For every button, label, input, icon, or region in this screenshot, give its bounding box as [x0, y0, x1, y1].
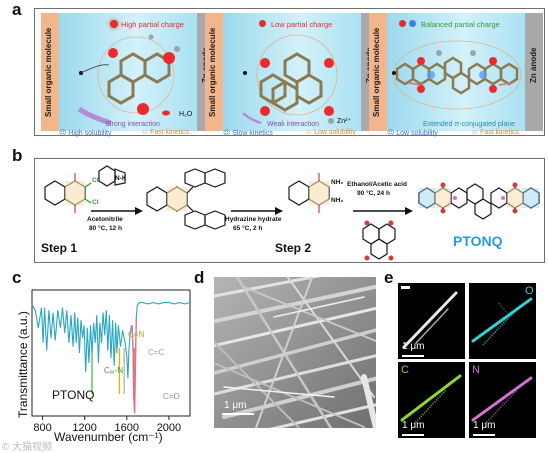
carbon-map-icon	[400, 374, 462, 425]
condition-3-solvent: Ethanol/Acetic acid	[347, 181, 407, 188]
annotation-cn: C=N	[128, 330, 145, 339]
cell-title: High partial charge	[121, 20, 184, 29]
property-label-3b: ☺ Fast kinetics	[471, 129, 520, 136]
step-1-label: Step 1	[41, 241, 78, 255]
sad-face-icon: ☹	[387, 130, 395, 137]
organic-molecule-layer	[369, 13, 387, 131]
product-label: PTONQ	[453, 233, 503, 249]
panel-a-cell-1: Small organic molecule Zn anode High par…	[41, 13, 215, 131]
ftir-chart: 800 1200 1600 2000	[31, 289, 191, 434]
eds-map-carbon: C 1 μm	[398, 362, 465, 438]
map-scale-bar	[402, 434, 424, 436]
chloro-label-2: Cl	[92, 199, 99, 206]
property-label-1a: ☹ High solubility	[59, 130, 112, 137]
map-element-label: C	[401, 364, 409, 376]
step-2-label: Step 2	[275, 241, 312, 255]
sad-face-icon: ☹	[223, 130, 231, 137]
chart-plot-frame	[31, 289, 191, 417]
synthesis-scheme	[44, 165, 540, 261]
property-label-2a: ☹ Slow kinetics	[223, 130, 273, 137]
cell-title: Low partial charge	[271, 20, 333, 29]
reagent-label: N-K	[115, 175, 127, 182]
happy-face-icon: ☺	[141, 129, 149, 136]
charge-dot-icon	[409, 20, 416, 27]
annotation-cc: C=C	[148, 348, 165, 357]
map-scale-label: 1 μm	[473, 420, 496, 431]
amine-label-1: NH₂	[331, 179, 344, 186]
annotation-can: Cₐᵣ-N	[104, 366, 124, 375]
happy-face-icon: ☺	[471, 129, 479, 136]
molecule-naphthoquinone-icon	[77, 34, 180, 126]
sem-image: 1 μm	[214, 277, 376, 428]
chart-x-axis-label: Wavenumber (cm⁻¹)	[54, 430, 163, 444]
eds-map-oxygen: O	[469, 283, 536, 359]
organic-molecule-layer	[41, 13, 59, 131]
sem-nanofibers-icon	[214, 277, 376, 428]
cell-title: Balanced partial charge	[421, 20, 500, 29]
property-label-1b: ☺ Fast kinetics	[141, 129, 190, 136]
annotation-co: C=O	[163, 392, 180, 401]
condition-1-solvent: Acetonitrile	[87, 216, 123, 223]
pyrenetetraone-structure	[362, 223, 396, 260]
panel-label-d: d	[194, 268, 205, 287]
condition-2-temp: 65 °C, 2 h	[233, 225, 263, 232]
potassium-phthalimide-structure	[98, 165, 126, 187]
map-scale-bar	[473, 434, 495, 436]
map-scale-bar	[402, 355, 424, 357]
chart-x-tick-label-2: 1600	[115, 422, 139, 434]
charge-dot-icon	[399, 20, 406, 27]
interaction-label-1: Strong interaction	[105, 121, 160, 128]
zn-anode-layer	[525, 13, 543, 131]
amine-label-2: NH₂	[331, 197, 344, 204]
property-label-3a: ☹ Low solubility	[387, 130, 438, 137]
map-element-label: O	[525, 285, 534, 297]
chart-x-tick-label-1: 1200	[72, 422, 96, 434]
panel-a-frame: Small organic molecule Zn anode High par…	[34, 8, 545, 137]
panel-label-e: e	[384, 268, 394, 287]
watermark: © 大猫视频	[2, 442, 53, 453]
chart-co-band	[130, 317, 137, 414]
chart-x-tick-label-0: 800	[33, 422, 51, 434]
panel-label-c: c	[12, 268, 22, 287]
property-label-2b: ☺ Low solubility	[305, 129, 356, 136]
condition-3-temp: 90 °C, 24 h	[357, 190, 390, 197]
interaction-label-3: Extended π-conjugated plane	[423, 121, 516, 128]
fiber-map-icon	[401, 286, 458, 349]
molecule-pyrenetetraone-icon	[242, 34, 338, 125]
eds-map-sem: 1 μm	[398, 283, 465, 359]
happy-face-icon: ☺	[305, 129, 313, 136]
chart-x-tick-label-3: 2000	[157, 422, 181, 434]
chart-sample-label: PTONQ	[52, 388, 95, 402]
panel-a-cell-3: Small organic molecule Zn anode Balanced…	[369, 13, 543, 131]
condition-1-temp: 80 °C, 12 h	[89, 225, 122, 232]
charge-dot-icon	[259, 20, 266, 27]
panel-label-a: a	[12, 0, 22, 19]
sem-scale-label: 1 μm	[224, 400, 247, 411]
map-scale-label: 1 μm	[402, 341, 425, 352]
map-scale-label: 1 μm	[402, 420, 425, 431]
zn-ion-label: Zn²⁺	[337, 118, 352, 125]
condition-2-reagent: Hydrazine hydrate	[225, 216, 282, 223]
sad-face-icon: ☹	[59, 130, 67, 137]
molecule-ptonq-icon	[392, 40, 522, 110]
charge-dot-icon	[110, 20, 118, 28]
oxygen-map-icon	[471, 297, 533, 346]
sem-scale-bar	[222, 413, 254, 415]
eds-map-nitrogen: N 1 μm	[469, 362, 536, 438]
map-element-label: N	[472, 364, 480, 376]
panel-b-frame: N-K Cl Cl Acetonitrile 80 °C, 12 h Hydra…	[34, 158, 545, 263]
water-label: H₂O	[179, 111, 193, 118]
chloro-label-1: Cl	[92, 177, 99, 184]
interaction-label-2: Weak interaction	[267, 121, 320, 128]
organic-molecule-layer	[205, 13, 223, 131]
panel-label-b: b	[12, 146, 23, 165]
nitrogen-map-icon	[471, 376, 533, 425]
chart-y-axis-label: Transmittance (a.u.)	[16, 311, 30, 418]
panel-a-cell-2: Small organic molecule Zn anode Low part…	[205, 13, 379, 131]
